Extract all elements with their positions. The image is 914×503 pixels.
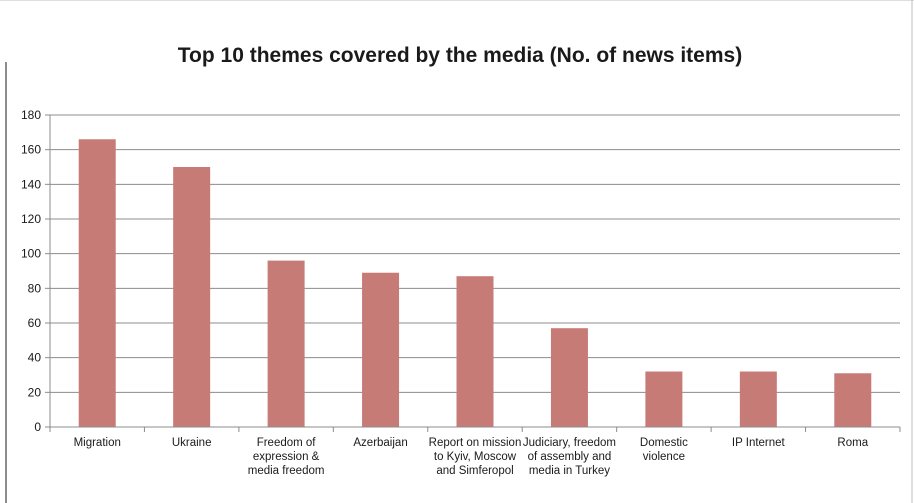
x-category-label: to Kyiv, Moscow xyxy=(434,451,517,463)
bars xyxy=(78,139,872,427)
x-category-label: expression & xyxy=(253,451,320,463)
bar xyxy=(550,328,588,427)
y-tick-label: 160 xyxy=(21,143,41,157)
x-category-label: IP Internet xyxy=(732,437,786,449)
bar xyxy=(739,371,777,427)
x-category-label: Judiciary, freedom xyxy=(523,437,616,449)
x-category-label: Report on mission xyxy=(429,437,522,449)
x-category-label: Ukraine xyxy=(172,437,212,449)
x-category-label: Freedom of xyxy=(257,437,317,449)
y-tick-label: 20 xyxy=(28,385,42,399)
bar xyxy=(267,260,305,427)
x-category-label: of assembly and xyxy=(528,451,612,463)
x-category-label: and Simferopol xyxy=(436,465,513,477)
y-tick-label: 120 xyxy=(21,212,41,226)
y-tick-label: 140 xyxy=(21,177,41,191)
axes xyxy=(45,114,901,432)
y-tick-label: 180 xyxy=(21,108,41,122)
y-tick-label: 0 xyxy=(34,420,41,434)
y-tick-labels: 0 20 40 60 80 100 120 140 160 180 xyxy=(21,108,41,434)
x-category-label: Azerbaijan xyxy=(353,437,407,449)
x-category-label: media in Turkey xyxy=(529,465,610,477)
x-category-label: violence xyxy=(643,451,685,463)
bar xyxy=(645,371,683,427)
y-tick-label: 80 xyxy=(28,281,42,295)
bar xyxy=(78,139,116,427)
x-category-label: Migration xyxy=(74,437,121,449)
bar xyxy=(173,167,211,427)
y-tick-label: 100 xyxy=(21,247,41,261)
x-category-label: Roma xyxy=(837,437,868,449)
bar xyxy=(834,373,872,427)
y-tick-label: 60 xyxy=(28,316,42,330)
y-tick-label: 40 xyxy=(28,351,42,365)
bar xyxy=(362,272,400,427)
x-category-labels: Migration Ukraine Freedom of expression & me… xyxy=(74,437,869,477)
x-category-label: Domestic xyxy=(640,437,688,449)
chart-title: Top 10 themes covered by the media (No. … xyxy=(178,44,742,67)
bar xyxy=(456,276,494,427)
x-category-label: media freedom xyxy=(248,465,325,477)
